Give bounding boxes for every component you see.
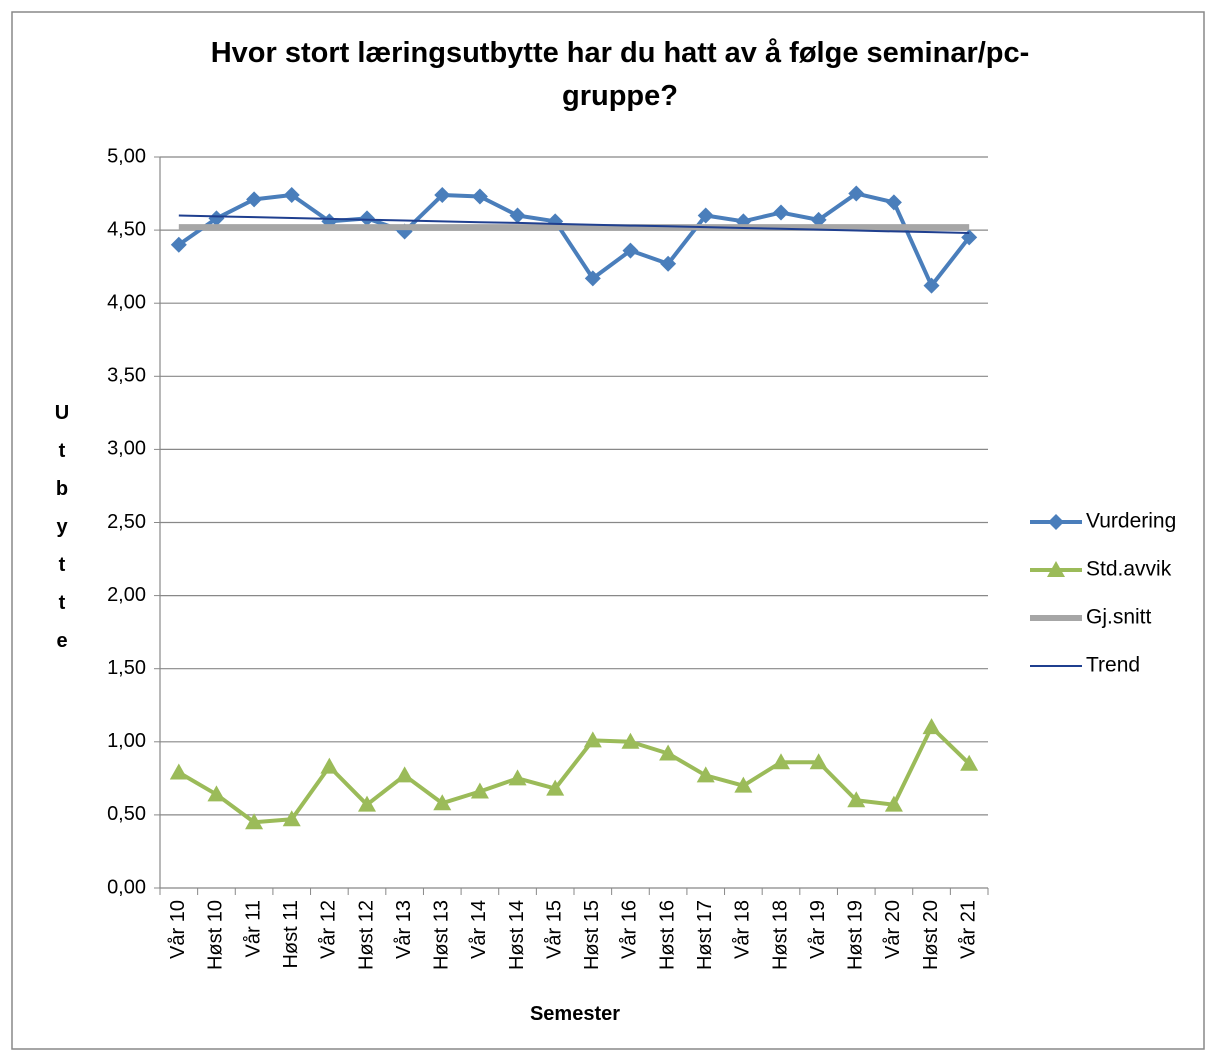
series-line xyxy=(177,191,971,288)
x-tick-label: Vår 20 xyxy=(882,900,904,959)
y-axis-title: Utbytte xyxy=(51,402,73,668)
marker xyxy=(809,753,828,770)
marker xyxy=(660,255,677,272)
x-tick-label: Vår 10 xyxy=(167,900,189,959)
marker xyxy=(283,187,300,204)
marker xyxy=(358,795,376,812)
x-tick-label: Vår 21 xyxy=(957,900,979,959)
marker xyxy=(169,763,188,780)
chart-title: Hvor stort læringsutbytte har du hatt av… xyxy=(211,37,1030,69)
marker xyxy=(1048,514,1064,530)
x-tick-label: Høst 20 xyxy=(920,900,942,970)
marker xyxy=(697,207,714,224)
marker xyxy=(471,188,488,205)
y-tick-label: 4,00 xyxy=(107,291,146,313)
x-axis-title: Semester xyxy=(530,1003,620,1025)
legend-label: Vurdering xyxy=(1086,510,1176,533)
marker xyxy=(359,210,375,227)
marker xyxy=(848,185,865,202)
y-tick-label: 0,50 xyxy=(107,803,146,825)
marker xyxy=(621,732,640,749)
marker xyxy=(509,207,526,224)
x-tick-label: Vår 15 xyxy=(543,900,565,959)
y-tick-label: 4,50 xyxy=(107,218,146,240)
x-tick-label: Høst 18 xyxy=(769,900,791,970)
x-tick-label: Vår 16 xyxy=(619,900,641,959)
x-tick-label: Høst 15 xyxy=(581,900,603,970)
marker xyxy=(923,277,940,294)
marker xyxy=(622,242,639,259)
series-line xyxy=(177,725,971,825)
marker xyxy=(470,782,489,799)
y-tick-label: 3,00 xyxy=(107,438,146,460)
marker xyxy=(207,785,226,802)
marker xyxy=(1047,561,1065,577)
x-tick-label: Vår 12 xyxy=(318,900,340,959)
x-tick-label: Høst 16 xyxy=(656,900,678,970)
x-tick-label: Høst 14 xyxy=(506,900,528,970)
y-tick-label: 2,50 xyxy=(107,511,146,533)
marker xyxy=(922,718,941,735)
marker xyxy=(246,191,263,208)
y-tick-label: 1,00 xyxy=(107,730,146,752)
legend-label: Std.avvik xyxy=(1086,558,1172,581)
marker xyxy=(734,776,753,793)
marker xyxy=(282,810,301,827)
legend-label: Gj.snitt xyxy=(1086,606,1152,629)
x-tick-label: Vår 11 xyxy=(242,900,264,957)
x-tick-label: Høst 13 xyxy=(431,900,453,970)
chart-frame xyxy=(11,11,1205,1050)
x-tick-label: Høst 19 xyxy=(845,900,867,970)
x-tick-label: Vår 13 xyxy=(393,900,415,959)
x-tick-label: Høst 12 xyxy=(355,900,377,970)
y-tick-label: 3,50 xyxy=(107,365,146,387)
marker xyxy=(433,794,452,811)
marker xyxy=(885,194,902,211)
marker xyxy=(208,210,225,227)
marker xyxy=(847,791,866,808)
marker xyxy=(434,187,451,204)
marker xyxy=(245,813,264,830)
marker xyxy=(696,766,715,783)
x-tick-label: Høst 17 xyxy=(694,900,716,970)
marker xyxy=(508,769,527,786)
y-tick-label: 5,00 xyxy=(107,145,146,167)
marker xyxy=(170,236,187,253)
marker xyxy=(395,766,414,783)
marker xyxy=(546,779,565,796)
x-tick-label: Vår 18 xyxy=(732,900,754,959)
marker xyxy=(320,757,339,774)
marker xyxy=(884,795,903,812)
x-tick-label: Høst 11 xyxy=(280,900,302,969)
marker xyxy=(810,211,827,228)
y-tick-label: 0,00 xyxy=(107,876,146,898)
marker xyxy=(772,753,790,770)
legend-label: Trend xyxy=(1086,654,1140,677)
chart-title: gruppe? xyxy=(562,80,678,112)
x-tick-label: Vår 14 xyxy=(468,900,490,959)
series-line xyxy=(178,214,970,235)
marker xyxy=(583,731,602,748)
x-tick-label: Vår 19 xyxy=(807,900,829,959)
marker xyxy=(584,270,601,287)
y-tick-label: 1,50 xyxy=(107,657,146,679)
marker xyxy=(773,204,789,221)
x-tick-label: Høst 10 xyxy=(205,900,227,970)
y-tick-label: 2,00 xyxy=(107,584,146,606)
marker xyxy=(960,754,979,771)
marker xyxy=(659,744,678,761)
